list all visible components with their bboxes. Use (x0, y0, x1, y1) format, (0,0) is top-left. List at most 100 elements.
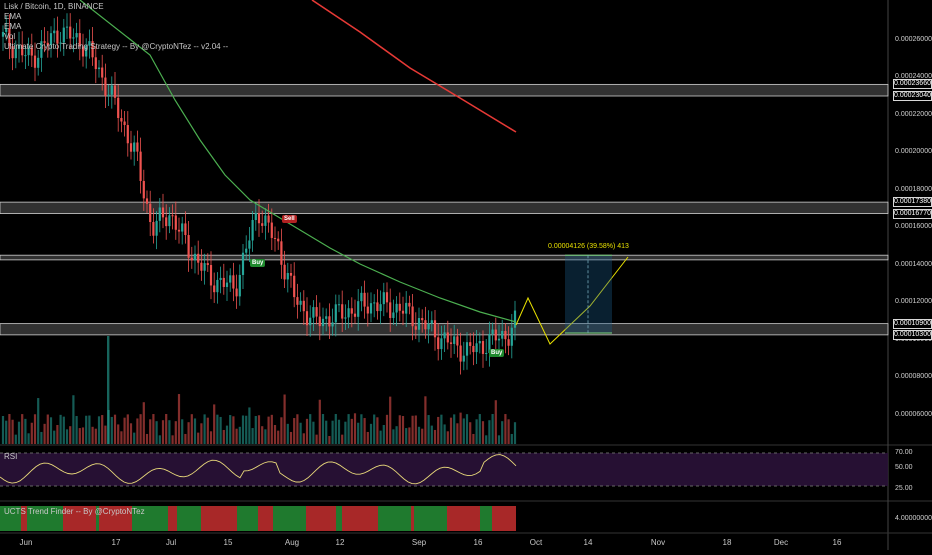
vol-legend[interactable]: Vol (4, 32, 16, 41)
price-tick-5: 0.00016000 (895, 223, 932, 230)
trend-bar (147, 506, 150, 531)
trend-bar (189, 506, 192, 531)
trend-finder-axis-value: 4.00000000 (895, 515, 932, 522)
volume-bar (88, 415, 91, 444)
volume-bar (392, 429, 395, 444)
trend-bar (342, 506, 345, 531)
trend-bar (12, 506, 15, 531)
trend-bar (180, 506, 183, 531)
trend-bar (486, 506, 489, 531)
trend-bar (399, 506, 402, 531)
candle-body (376, 302, 379, 312)
candle-body (453, 336, 456, 344)
candle-body (283, 264, 286, 280)
candle-body (174, 215, 177, 230)
trend-bar (150, 506, 153, 531)
volume-bar (241, 415, 245, 444)
trend-bar (168, 506, 171, 531)
volume-bar (126, 414, 129, 444)
volume-bar (165, 414, 168, 444)
trend-bar (453, 506, 456, 531)
volume-bar (366, 431, 369, 444)
trend-bar (126, 506, 129, 531)
volume-bar (449, 417, 453, 444)
trend-bar (9, 506, 12, 531)
trend-bar (222, 506, 225, 531)
volume-bar (30, 422, 33, 444)
trend-bar (456, 506, 459, 531)
trend-bar (237, 506, 240, 531)
volume-bar (209, 431, 213, 444)
candle-body (254, 213, 257, 220)
volume-bar (17, 421, 21, 444)
trend-bar (228, 506, 231, 531)
candle-body (421, 318, 424, 321)
volume-bar (65, 429, 69, 444)
volume-bar (206, 417, 209, 444)
trend-bar (345, 506, 348, 531)
trend-bar (135, 506, 138, 531)
volume-bar (398, 415, 401, 444)
trend-bar (411, 506, 414, 531)
trend-bar (420, 506, 423, 531)
volume-bar (152, 414, 155, 444)
candle-body (446, 332, 449, 343)
candle-body (241, 252, 245, 275)
ema-legend-1[interactable]: EMA (4, 12, 22, 21)
volume-bar (491, 414, 494, 444)
candle-body (277, 238, 280, 242)
trend-bar (132, 506, 135, 531)
volume-bar (235, 428, 238, 444)
volume-bar (408, 427, 411, 444)
price-tick-3: 0.00020000 (895, 148, 932, 155)
volume-bar (347, 414, 350, 444)
candle-body (273, 237, 277, 239)
trend-bar (81, 506, 84, 531)
candle-body (478, 341, 481, 344)
trend-bar (489, 506, 492, 531)
strategy-legend[interactable]: Ultimate Crypto Trading Strategy -- By @… (4, 42, 229, 51)
trend-bar (441, 506, 444, 531)
trend-bar (405, 506, 408, 531)
rsi-title[interactable]: RSI (4, 452, 18, 461)
candle-body (190, 257, 193, 261)
volume-bar (225, 425, 229, 444)
candle-body (312, 307, 315, 318)
trend-bar (243, 506, 246, 531)
volume-bar (389, 396, 392, 444)
volume-bar (325, 420, 328, 444)
rsi-level-70: 70.00 (895, 449, 913, 456)
volume-bar (373, 414, 376, 444)
trend-bar (159, 506, 162, 531)
trend-bar (3, 506, 6, 531)
rsi-line (0, 454, 517, 485)
volume-bar (267, 416, 270, 444)
volume-bar (430, 425, 433, 444)
time-tick-2: Jul (165, 538, 177, 547)
trend-bar (75, 506, 78, 531)
volume-bar (120, 431, 123, 444)
volume-bar (421, 428, 424, 444)
volume-bar (123, 417, 126, 444)
trend-finder-title[interactable]: UCTS Trend Finder -- By @CryptoNTez (4, 507, 145, 516)
ema-legend-2[interactable]: EMA (4, 22, 22, 31)
candle-body (75, 33, 78, 38)
trend-bar (45, 506, 48, 531)
candle-body (129, 143, 133, 152)
volume-bar (69, 426, 72, 444)
candle-body (152, 222, 155, 236)
candle-body (318, 316, 321, 327)
candle-body (216, 279, 219, 293)
volume-bar (72, 395, 75, 444)
volume-bar (318, 399, 321, 444)
volume-bar (453, 414, 456, 444)
trend-bar (84, 506, 87, 531)
trend-bar (348, 506, 351, 531)
candle-body (401, 310, 405, 314)
volume-bar (46, 414, 49, 444)
volume-bar (56, 424, 59, 444)
trend-bar (408, 506, 411, 531)
candle-body (113, 85, 117, 98)
